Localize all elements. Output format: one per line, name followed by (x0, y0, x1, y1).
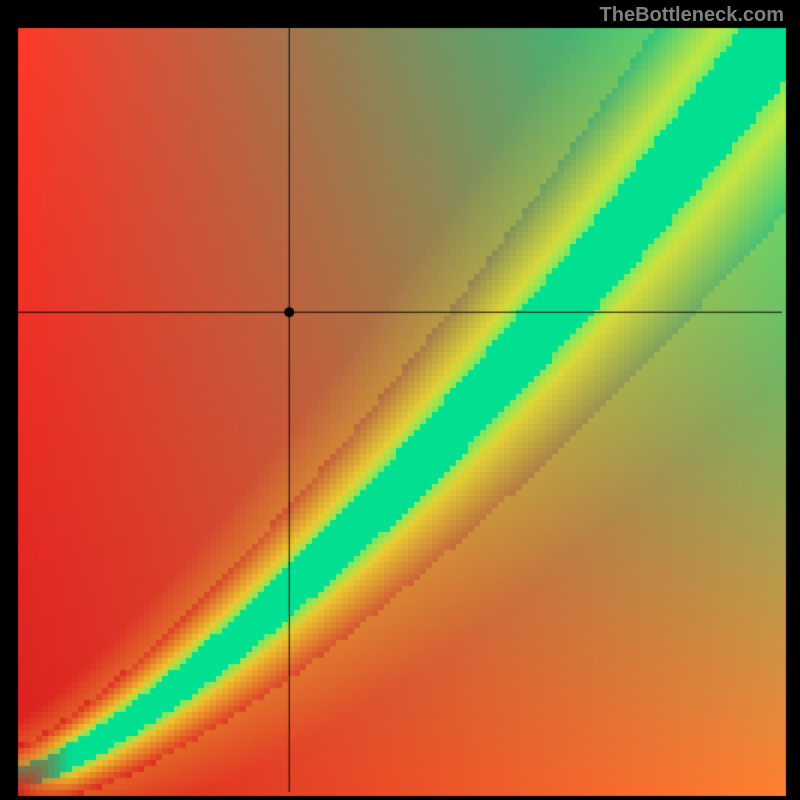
bottleneck-heatmap (0, 0, 800, 800)
watermark-text: TheBottleneck.com (600, 4, 784, 27)
chart-container: TheBottleneck.com (0, 0, 800, 800)
